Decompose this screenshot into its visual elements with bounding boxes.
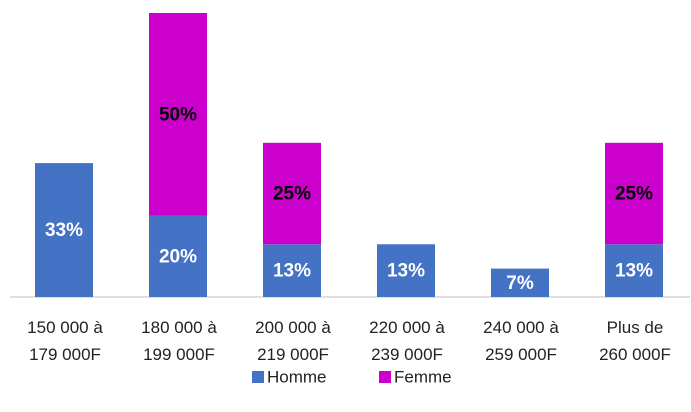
bar-segment — [149, 13, 207, 216]
bar-segment — [263, 244, 321, 297]
x-tick-label: 180 000 à 199 000F — [141, 318, 217, 364]
data-label: 20% — [159, 246, 197, 267]
x-tick-label: 200 000 à 219 000F — [255, 318, 331, 364]
bar-segment — [605, 142, 663, 245]
data-label: 25% — [615, 184, 653, 205]
bar-segment — [263, 142, 321, 245]
data-label: 13% — [615, 261, 653, 282]
legend-label: Homme — [267, 367, 327, 386]
legend-swatch — [379, 371, 391, 383]
data-label: 25% — [273, 184, 311, 205]
bar-segment — [377, 244, 435, 297]
data-label: 50% — [159, 104, 197, 125]
legend-swatch — [252, 371, 264, 383]
data-label: 13% — [387, 261, 425, 282]
x-tick-label: 240 000 à 259 000F — [483, 318, 559, 364]
data-label: 13% — [273, 261, 311, 282]
x-tick-label: 150 000 à 179 000F — [27, 318, 103, 364]
x-tick-label: 220 000 à 239 000F — [369, 318, 445, 364]
bar-segment — [149, 215, 207, 297]
data-label: 7% — [506, 273, 534, 294]
bar-segment — [491, 268, 549, 297]
bar-segment — [35, 163, 93, 297]
x-tick-label: Plus de 260 000F — [599, 318, 671, 364]
legend-label: Femme — [394, 367, 452, 386]
bar-segment — [605, 244, 663, 297]
data-label: 33% — [45, 220, 83, 241]
